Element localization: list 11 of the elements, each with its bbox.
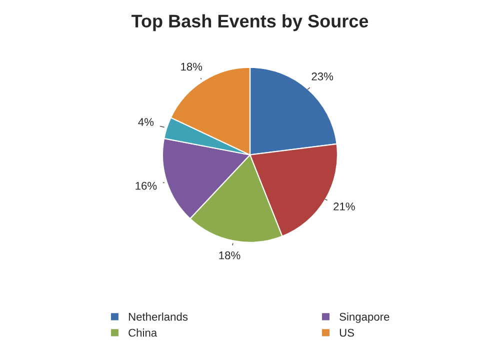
legend-label: US — [340, 328, 354, 337]
legend-label: Singapore — [340, 312, 390, 323]
data-label: 23% — [312, 72, 334, 80]
legend-label: Netherlands — [128, 312, 188, 321]
data-label: 18% — [219, 251, 240, 260]
data-label: 4% — [138, 118, 154, 126]
legend-label: China — [128, 328, 158, 337]
data-label: 18% — [181, 62, 202, 71]
chart-title: Top Bash Events by Source — [131, 14, 368, 32]
data-label: 16% — [136, 182, 157, 190]
data-label: 21% — [334, 202, 355, 210]
